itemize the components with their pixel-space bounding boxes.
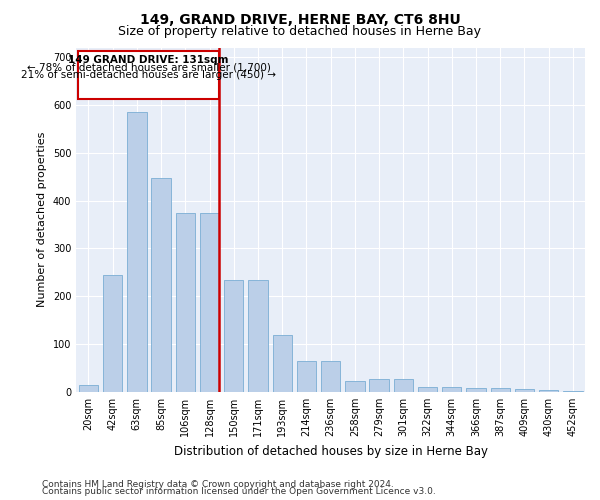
Bar — [563, 391, 583, 392]
Bar — [418, 387, 437, 392]
Text: 149, GRAND DRIVE, HERNE BAY, CT6 8HU: 149, GRAND DRIVE, HERNE BAY, CT6 8HU — [140, 12, 460, 26]
Text: Contains public sector information licensed under the Open Government Licence v3: Contains public sector information licen… — [42, 488, 436, 496]
Bar — [491, 388, 510, 392]
FancyBboxPatch shape — [78, 52, 219, 99]
Text: 21% of semi-detached houses are larger (450) →: 21% of semi-detached houses are larger (… — [21, 70, 276, 81]
Bar — [539, 390, 559, 392]
Bar — [515, 389, 534, 392]
Bar — [224, 280, 244, 392]
Bar — [345, 382, 365, 392]
Bar — [248, 280, 268, 392]
Bar — [466, 388, 485, 392]
Text: Contains HM Land Registry data © Crown copyright and database right 2024.: Contains HM Land Registry data © Crown c… — [42, 480, 394, 489]
Bar — [103, 274, 122, 392]
Bar — [151, 178, 171, 392]
Bar — [200, 212, 219, 392]
Bar — [272, 334, 292, 392]
Bar — [442, 387, 461, 392]
Text: 149 GRAND DRIVE: 131sqm: 149 GRAND DRIVE: 131sqm — [68, 55, 229, 65]
X-axis label: Distribution of detached houses by size in Herne Bay: Distribution of detached houses by size … — [173, 444, 488, 458]
Y-axis label: Number of detached properties: Number of detached properties — [37, 132, 47, 308]
Bar — [79, 385, 98, 392]
Bar — [394, 378, 413, 392]
Text: ← 78% of detached houses are smaller (1,700): ← 78% of detached houses are smaller (1,… — [27, 63, 271, 73]
Bar — [370, 378, 389, 392]
Text: Size of property relative to detached houses in Herne Bay: Size of property relative to detached ho… — [119, 25, 482, 38]
Bar — [297, 361, 316, 392]
Bar — [321, 361, 340, 392]
Bar — [176, 212, 195, 392]
Bar — [127, 112, 146, 392]
